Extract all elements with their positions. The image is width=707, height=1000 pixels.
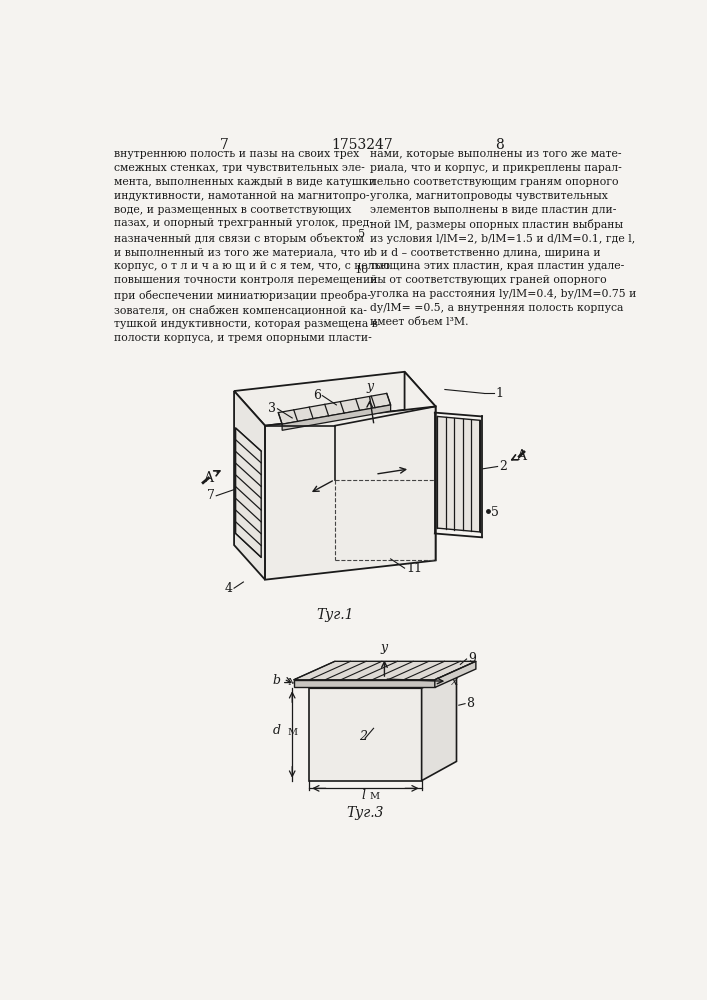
Polygon shape: [282, 405, 391, 430]
Polygon shape: [234, 372, 436, 426]
Text: y: y: [366, 380, 373, 393]
Text: 9: 9: [468, 652, 476, 666]
Text: 3: 3: [268, 402, 276, 415]
Text: 6: 6: [313, 389, 321, 402]
Text: 1753247: 1753247: [331, 138, 393, 152]
Text: 10: 10: [355, 265, 369, 275]
Text: Τуг.3: Τуг.3: [346, 806, 384, 820]
Text: 2: 2: [499, 460, 507, 473]
Polygon shape: [309, 688, 421, 781]
Text: 11: 11: [406, 562, 422, 575]
Text: 4: 4: [225, 582, 233, 595]
Polygon shape: [293, 680, 435, 687]
Text: A: A: [516, 449, 526, 463]
Text: x: x: [414, 461, 421, 474]
Text: нами, которые выполнены из того же мате-
риала, что и корпус, и прикреплены пара: нами, которые выполнены из того же мате-…: [370, 149, 636, 327]
Text: внутреннюю полость и пазы на своих трех
смежных стенках, три чувствительных эле-: внутреннюю полость и пазы на своих трех …: [114, 149, 390, 343]
Polygon shape: [235, 428, 261, 557]
Text: 1: 1: [495, 387, 503, 400]
Polygon shape: [421, 669, 457, 781]
Text: l: l: [361, 789, 365, 802]
Text: 5: 5: [491, 506, 499, 519]
Text: x: x: [451, 675, 458, 688]
Text: d: d: [273, 724, 281, 737]
Text: z: z: [300, 497, 307, 510]
Text: M: M: [288, 728, 298, 737]
Text: 8: 8: [467, 697, 474, 710]
Text: 8: 8: [495, 138, 503, 152]
Polygon shape: [437, 416, 480, 532]
Polygon shape: [435, 661, 476, 687]
Polygon shape: [309, 669, 457, 688]
Text: A: A: [204, 471, 214, 485]
Text: 7: 7: [221, 138, 229, 152]
Text: y: y: [381, 641, 388, 654]
Text: 7: 7: [207, 489, 215, 502]
Text: b: b: [273, 674, 281, 687]
Text: M: M: [370, 792, 380, 801]
Text: M: M: [288, 678, 298, 687]
Polygon shape: [404, 372, 436, 560]
Polygon shape: [293, 661, 476, 680]
Text: Τуг.1: Τуг.1: [316, 608, 354, 622]
Text: 2: 2: [359, 730, 368, 742]
Polygon shape: [279, 393, 391, 424]
Polygon shape: [234, 391, 265, 580]
Text: 5: 5: [358, 229, 366, 239]
Polygon shape: [265, 406, 436, 580]
